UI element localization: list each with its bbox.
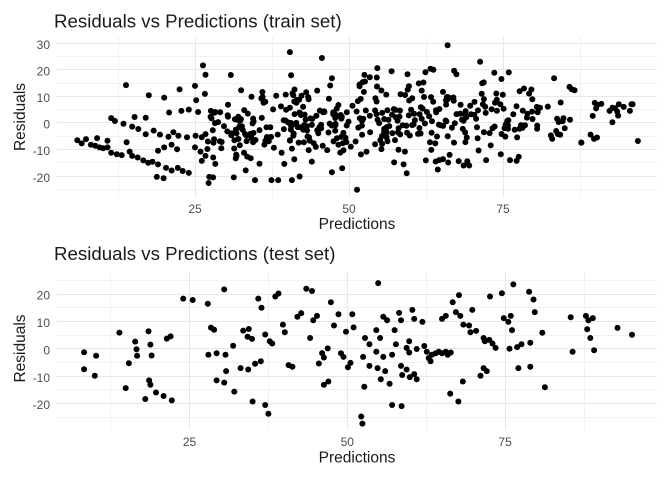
svg-text:0: 0	[43, 118, 50, 132]
svg-text:30: 30	[37, 38, 51, 52]
svg-text:-10: -10	[33, 144, 51, 158]
svg-text:-20: -20	[33, 398, 51, 412]
svg-text:Predictions: Predictions	[319, 216, 396, 233]
svg-text:Predictions: Predictions	[319, 449, 396, 466]
svg-text:Residuals vs Predictions (trai: Residuals vs Predictions (train set)	[54, 10, 342, 31]
svg-text:10: 10	[37, 316, 51, 330]
svg-text:20: 20	[37, 64, 51, 78]
svg-text:10: 10	[37, 91, 51, 105]
svg-text:75: 75	[496, 202, 510, 216]
svg-text:25: 25	[183, 435, 197, 449]
svg-text:20: 20	[37, 289, 51, 303]
svg-text:-20: -20	[33, 171, 51, 185]
svg-text:Residuals vs Predictions (test: Residuals vs Predictions (test set)	[54, 243, 335, 264]
svg-text:50: 50	[342, 202, 356, 216]
svg-text:50: 50	[341, 435, 355, 449]
svg-text:0: 0	[43, 343, 50, 357]
svg-text:-10: -10	[33, 371, 51, 385]
svg-text:Residuals: Residuals	[12, 314, 29, 382]
svg-text:75: 75	[498, 435, 512, 449]
svg-text:Residuals: Residuals	[12, 83, 29, 151]
svg-text:25: 25	[188, 202, 202, 216]
